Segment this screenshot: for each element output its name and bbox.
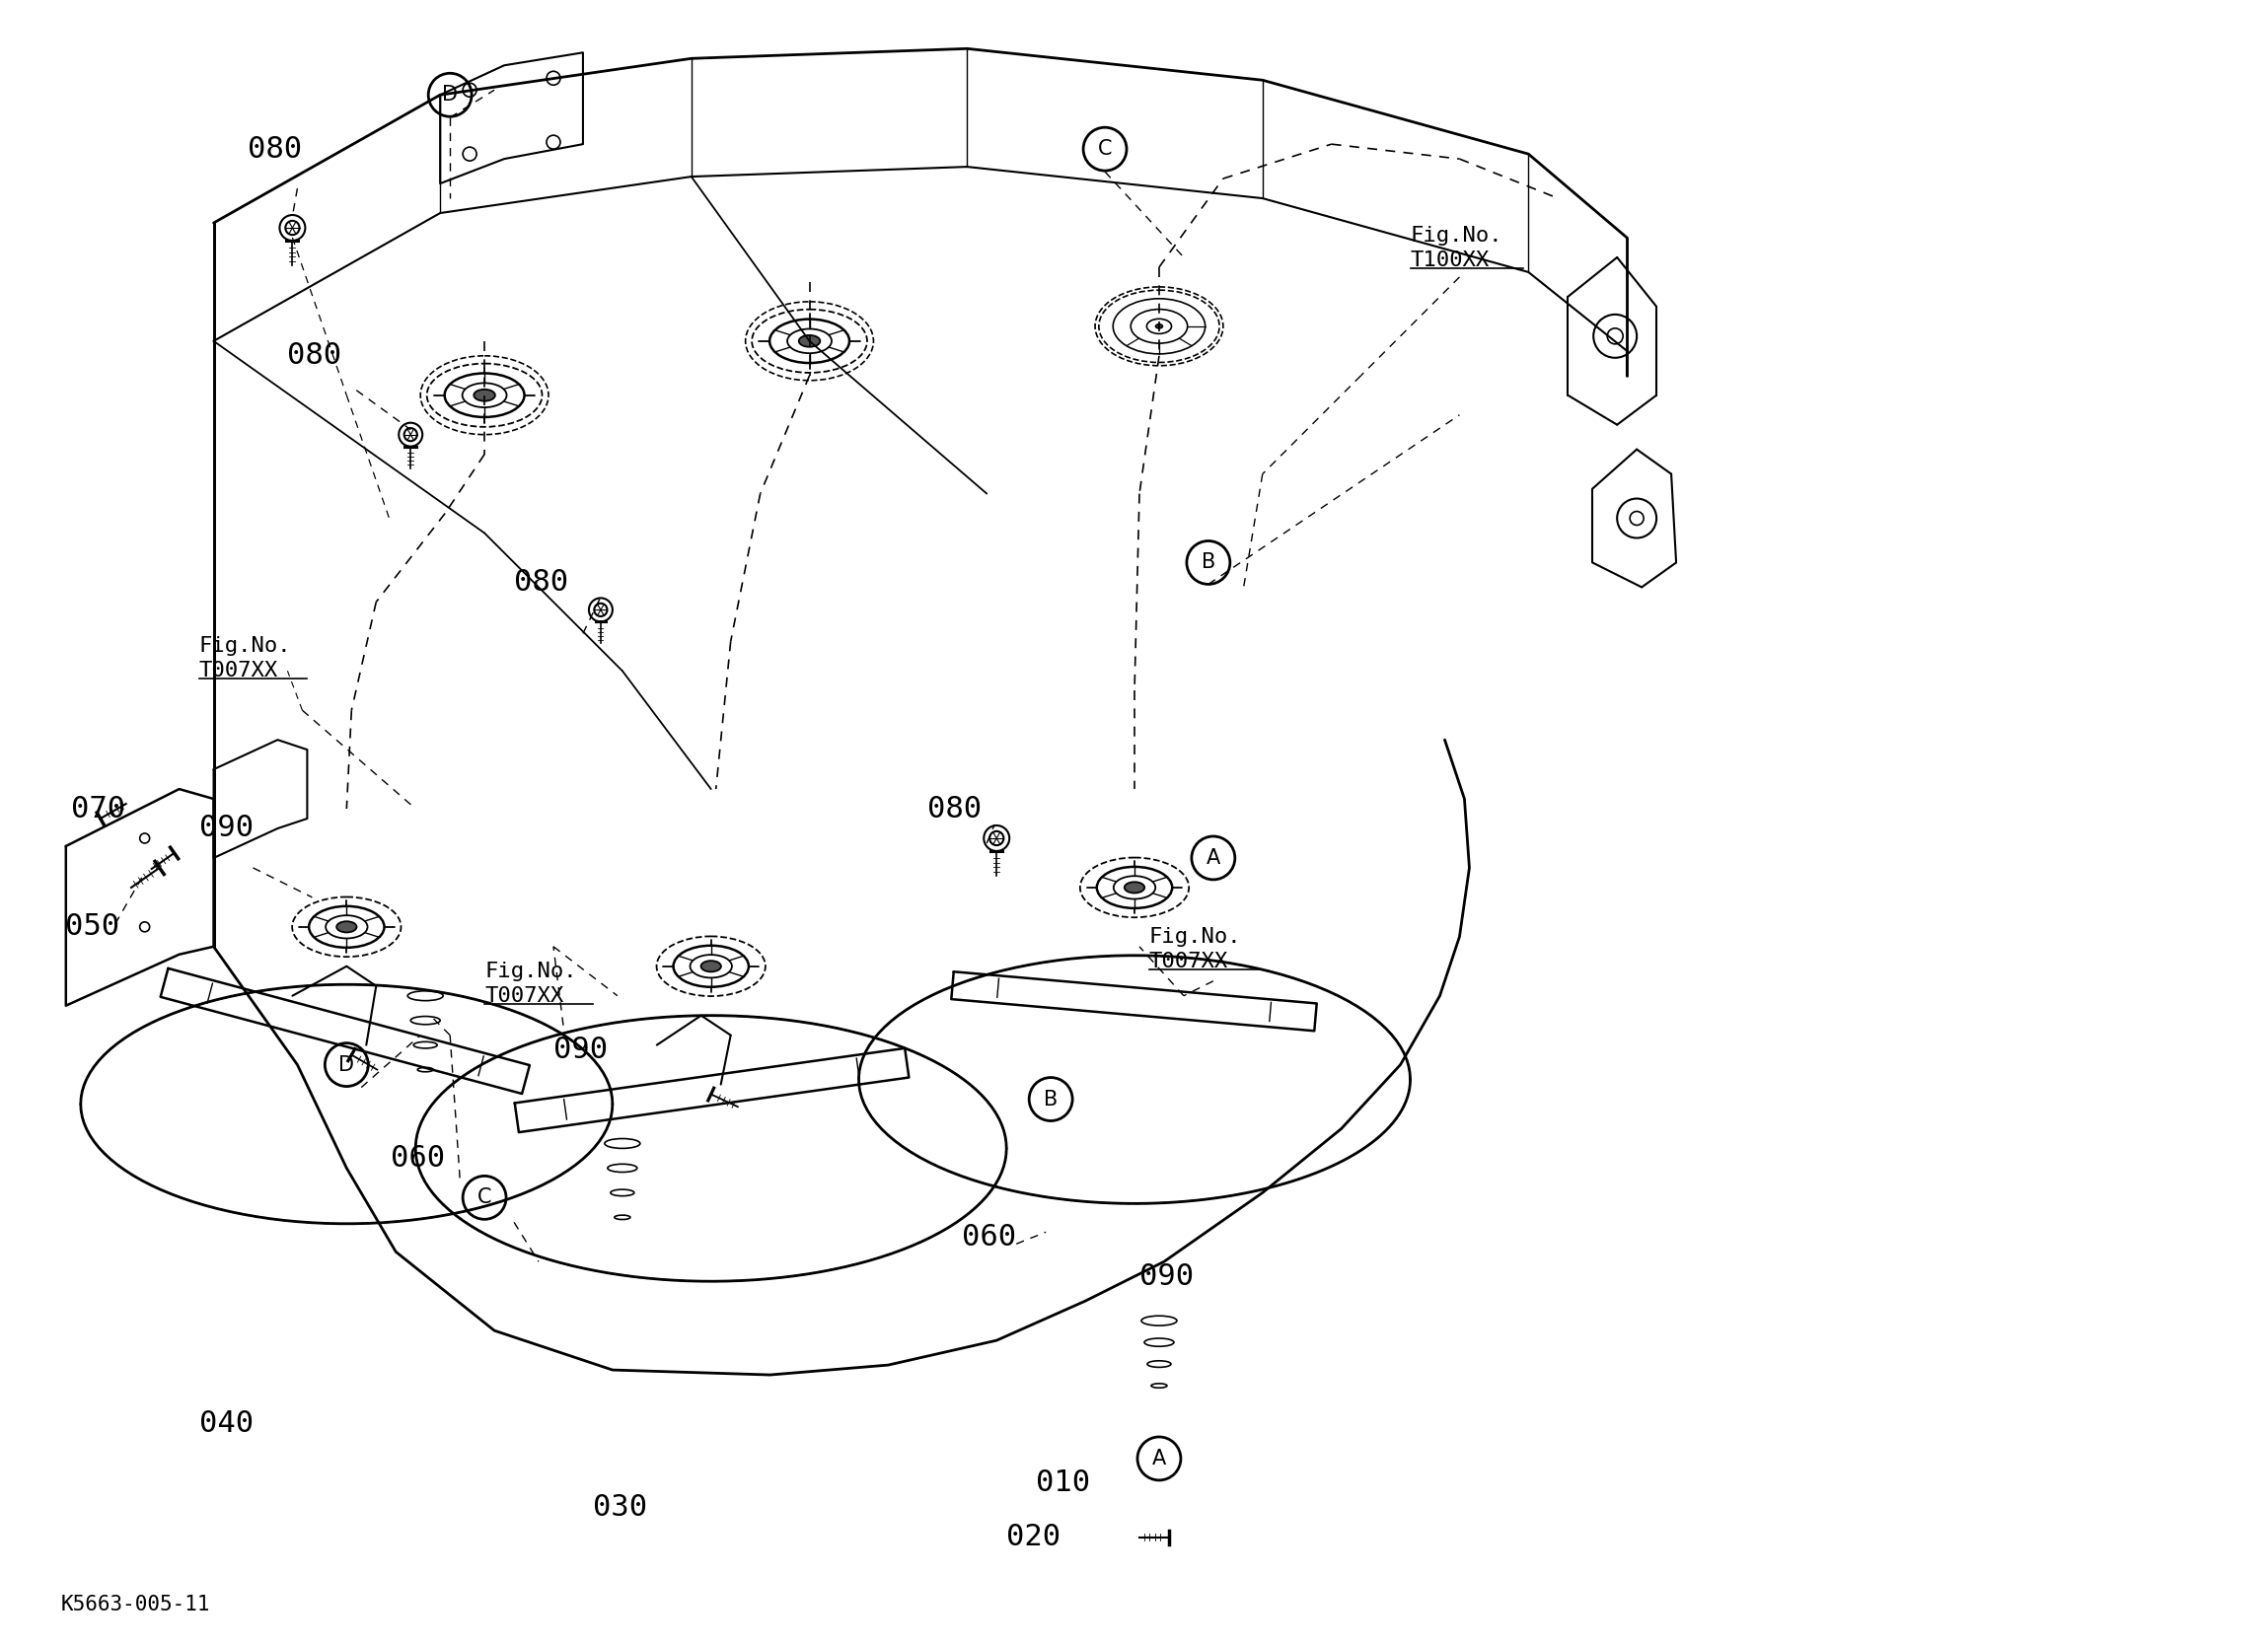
Text: B: B bbox=[1202, 553, 1216, 573]
Text: A: A bbox=[1152, 1448, 1166, 1468]
Text: 080: 080 bbox=[515, 568, 569, 596]
Text: 080: 080 bbox=[288, 341, 342, 370]
Text: 090: 090 bbox=[200, 815, 254, 843]
Text: K5663-005-11: K5663-005-11 bbox=[61, 1595, 211, 1615]
Text: 080: 080 bbox=[247, 135, 302, 163]
Text: Fig.No.: Fig.No. bbox=[1150, 927, 1241, 946]
Text: Fig.No.: Fig.No. bbox=[485, 961, 576, 981]
Ellipse shape bbox=[1125, 882, 1145, 894]
Text: 030: 030 bbox=[592, 1493, 646, 1523]
Text: 060: 060 bbox=[390, 1144, 445, 1172]
Ellipse shape bbox=[798, 336, 821, 347]
Text: 050: 050 bbox=[66, 912, 120, 942]
Text: A: A bbox=[1207, 848, 1220, 867]
Text: C: C bbox=[1098, 140, 1111, 160]
Text: T007XX: T007XX bbox=[200, 662, 279, 681]
Text: T100XX: T100XX bbox=[1411, 250, 1490, 270]
Text: 090: 090 bbox=[1139, 1262, 1193, 1290]
Text: 040: 040 bbox=[200, 1409, 254, 1439]
Text: 020: 020 bbox=[1007, 1523, 1061, 1552]
Text: 070: 070 bbox=[70, 795, 125, 823]
Text: 080: 080 bbox=[928, 795, 982, 823]
Text: Fig.No.: Fig.No. bbox=[200, 637, 290, 657]
Text: 010: 010 bbox=[1036, 1468, 1091, 1498]
Ellipse shape bbox=[1157, 324, 1163, 329]
Ellipse shape bbox=[701, 961, 721, 971]
Ellipse shape bbox=[474, 390, 494, 402]
Text: 060: 060 bbox=[962, 1223, 1016, 1251]
Text: T007XX: T007XX bbox=[1150, 951, 1229, 971]
Text: D: D bbox=[442, 86, 458, 105]
Text: D: D bbox=[338, 1055, 354, 1075]
Text: C: C bbox=[476, 1188, 492, 1208]
Text: T007XX: T007XX bbox=[485, 986, 565, 1006]
Text: 090: 090 bbox=[553, 1035, 608, 1065]
Text: Fig.No.: Fig.No. bbox=[1411, 226, 1504, 245]
Text: B: B bbox=[1043, 1090, 1057, 1109]
Ellipse shape bbox=[336, 922, 356, 932]
